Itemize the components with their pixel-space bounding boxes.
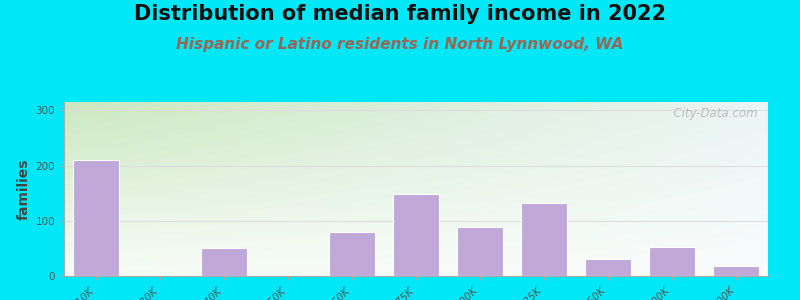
Bar: [713, 266, 759, 276]
Bar: [521, 202, 567, 276]
Y-axis label: families: families: [17, 158, 31, 220]
Bar: [393, 194, 439, 276]
Bar: [329, 232, 375, 276]
Bar: [649, 247, 695, 276]
Bar: [201, 248, 247, 276]
Bar: [585, 260, 631, 276]
Text: City-Data.com: City-Data.com: [666, 107, 758, 120]
Bar: [457, 227, 503, 276]
Bar: [73, 160, 119, 276]
Text: Distribution of median family income in 2022: Distribution of median family income in …: [134, 4, 666, 25]
Text: Hispanic or Latino residents in North Lynnwood, WA: Hispanic or Latino residents in North Ly…: [176, 38, 624, 52]
